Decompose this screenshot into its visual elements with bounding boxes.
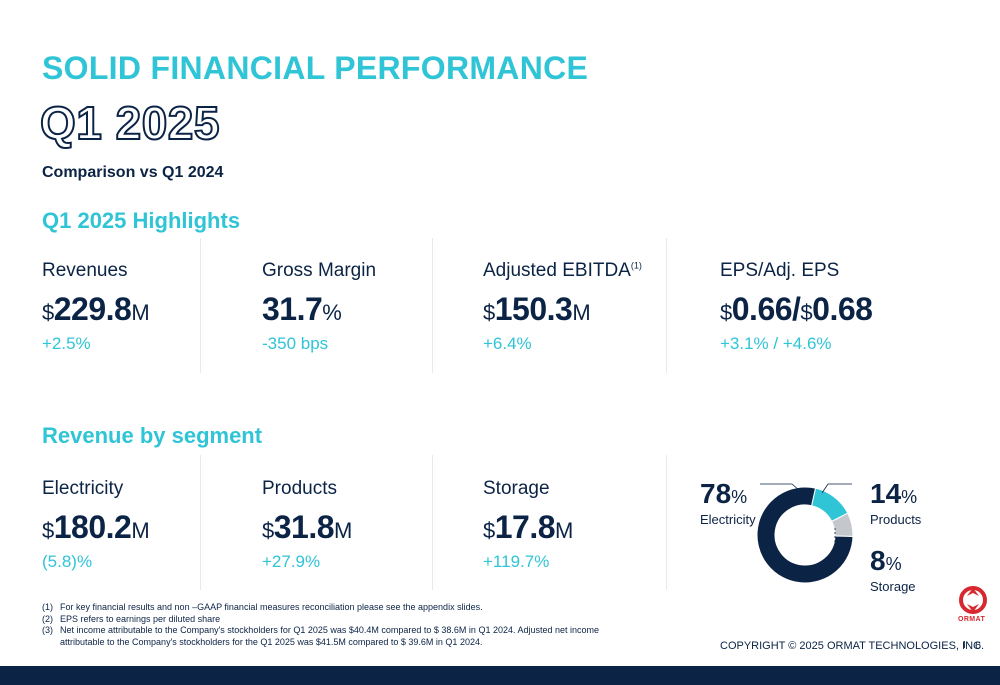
comparison-subtitle: Comparison vs Q1 2024 xyxy=(42,164,224,181)
donut-pct-electricity: 78% xyxy=(700,478,756,510)
revenues-value: $229.8M xyxy=(42,291,242,328)
gross-margin-value: 31.7% xyxy=(262,291,462,328)
eps-amount: 0.66 xyxy=(731,291,793,327)
eps-change: +3.1% / +4.6% xyxy=(720,334,832,353)
pct-unit: % xyxy=(885,554,902,574)
footer-separator: I xyxy=(963,640,966,651)
donut-pct-products: 14% xyxy=(870,478,921,510)
card-divider xyxy=(666,455,667,590)
unit-suffix: M xyxy=(555,518,573,543)
bottom-bar xyxy=(0,666,1000,685)
eps-value: $0.66/$0.68 xyxy=(720,291,980,328)
leader-line-products xyxy=(821,483,829,494)
gross-margin-change: -350 bps xyxy=(262,334,329,353)
eps-card: EPS/Adj. EPS $0.66/$0.68 +3.1% / +4.6% xyxy=(720,260,980,354)
segment-donut-chart xyxy=(756,483,854,584)
revenues-card: Revenues $229.8M +2.5% xyxy=(42,260,242,354)
pct-value: 8 xyxy=(870,545,886,576)
electricity-change: (5.8)% xyxy=(42,552,93,571)
ormat-logo-icon xyxy=(959,586,987,614)
adj-eps-amount: 0.68 xyxy=(812,291,873,327)
products-amount: 31.8 xyxy=(273,509,335,545)
gross-margin-amount: 31.7 xyxy=(262,291,323,327)
donut-label-electricity: 78% Electricity xyxy=(700,478,756,527)
footnote-text: For key financial results and non –GAAP … xyxy=(60,602,483,612)
adjusted-ebitda-card: Adjusted EBITDA(1) $150.3M +6.4% xyxy=(483,260,683,354)
pct-value: 78 xyxy=(700,478,732,509)
electricity-value: $180.2M xyxy=(42,509,242,546)
pct-unit: % xyxy=(901,487,918,507)
storage-label: Storage xyxy=(483,478,550,499)
footnote-row: (1) For key financial results and non –G… xyxy=(42,602,640,614)
footnote-number: (3) xyxy=(42,625,53,636)
card-divider xyxy=(432,455,433,590)
leader-line-electricity xyxy=(791,483,801,492)
adjusted-ebitda-label: Adjusted EBITDA(1) xyxy=(483,260,683,282)
logo-wordmark: ORMAT xyxy=(958,616,986,623)
unit-suffix: M xyxy=(334,518,352,543)
adjusted-ebitda-amount: 150.3 xyxy=(494,291,573,327)
currency-symbol: $ xyxy=(42,300,54,325)
storage-value: $17.8M xyxy=(483,509,683,546)
donut-name-electricity: Electricity xyxy=(700,512,756,527)
unit-suffix: M xyxy=(131,300,150,325)
gross-margin-card: Gross Margin 31.7% -350 bps xyxy=(262,260,462,354)
revenues-amount: 229.8 xyxy=(53,291,132,327)
footnote-number: (2) xyxy=(42,613,53,624)
pct-unit: % xyxy=(731,487,748,507)
unit-suffix: % xyxy=(322,300,342,325)
currency-symbol: $ xyxy=(42,518,54,543)
donut-pct-storage: 8% xyxy=(870,545,916,577)
revenues-label: Revenues xyxy=(42,260,128,281)
footnote-text: EPS refers to earnings per diluted share xyxy=(60,613,221,624)
currency-symbol: $ xyxy=(262,518,274,543)
footnote-row: (3) Net income attributable to the Compa… xyxy=(42,625,640,648)
footnotes: (1) For key financial results and non –G… xyxy=(42,602,640,648)
slide-title: SOLID FINANCIAL PERFORMANCE xyxy=(42,50,589,86)
card-divider xyxy=(200,455,201,590)
currency-symbol: $ xyxy=(720,300,732,325)
electricity-amount: 180.2 xyxy=(53,509,132,545)
eps-separator: / xyxy=(792,291,801,327)
donut-name-products: Products xyxy=(870,512,922,527)
currency-symbol: $ xyxy=(800,300,813,325)
footnote-number: (1) xyxy=(42,602,53,612)
adjusted-ebitda-change: +6.4% xyxy=(483,334,532,353)
electricity-card: Electricity $180.2M (5.8)% xyxy=(42,478,242,572)
revenues-change: +2.5% xyxy=(42,334,91,353)
page-number: 6 xyxy=(975,640,982,652)
donut-label-products: 14% Products xyxy=(870,478,921,527)
storage-change: +119.7% xyxy=(483,552,550,571)
period-heading: Q1 2025 xyxy=(39,96,220,150)
gross-margin-label: Gross Margin xyxy=(262,260,377,281)
adjusted-ebitda-label-text: Adjusted EBITDA xyxy=(483,260,631,281)
segments-heading: Revenue by segment xyxy=(42,423,263,448)
footnote-row: (2) EPS refers to earnings per diluted s… xyxy=(42,614,640,626)
donut-name-storage: Storage xyxy=(870,579,916,594)
donut-segments xyxy=(756,486,854,584)
footnote-reference: (1) xyxy=(630,260,642,271)
highlights-heading: Q1 2025 Highlights xyxy=(42,208,241,233)
donut-slice-electricity xyxy=(756,486,854,584)
card-divider xyxy=(666,238,667,373)
currency-symbol: $ xyxy=(483,518,495,543)
donut-label-storage: 8% Storage xyxy=(870,545,916,594)
products-card: Products $31.8M +27.9% xyxy=(262,478,462,572)
products-value: $31.8M xyxy=(262,509,462,546)
unit-suffix: M xyxy=(131,518,150,543)
electricity-label: Electricity xyxy=(42,478,124,499)
footnote-text: Net income attributable to the Company's… xyxy=(60,625,600,647)
storage-amount: 17.8 xyxy=(494,509,556,545)
card-divider xyxy=(432,238,433,373)
copyright-text: COPYRIGHT © 2025 ORMAT TECHNOLOGIES, INC… xyxy=(720,640,985,652)
products-label: Products xyxy=(262,478,337,499)
products-change: +27.9% xyxy=(262,552,321,571)
eps-label: EPS/Adj. EPS xyxy=(720,260,840,281)
storage-card: Storage $17.8M +119.7% xyxy=(483,478,683,572)
adjusted-ebitda-value: $150.3M xyxy=(483,291,683,328)
currency-symbol: $ xyxy=(483,300,495,325)
pct-value: 14 xyxy=(870,478,902,509)
unit-suffix: M xyxy=(572,300,591,325)
card-divider xyxy=(200,238,201,373)
